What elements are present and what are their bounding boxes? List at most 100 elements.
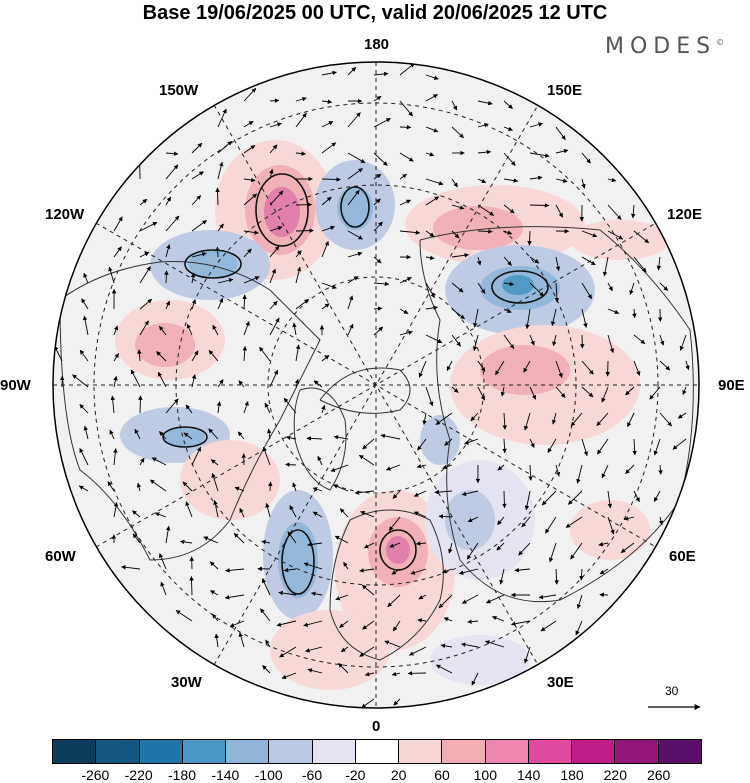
wind-vector-arrow <box>399 330 413 336</box>
wind-vector-arrow <box>596 412 609 427</box>
wind-vector-arrow <box>121 565 141 570</box>
label-lon-150w: 150W <box>159 82 199 99</box>
wind-vector-arrow <box>303 620 323 627</box>
wind-vector-arrow <box>448 542 453 554</box>
wind-vector-arrow <box>191 195 202 206</box>
wind-vector-arrow <box>361 698 375 708</box>
wind-vector-arrow <box>499 568 505 585</box>
wind-vector-arrow <box>552 334 557 347</box>
wind-vector-arrow <box>538 594 557 600</box>
wind-vector-arrow <box>210 459 219 466</box>
wind-vector-arrow <box>347 251 363 258</box>
wind-vector-arrow <box>211 472 219 492</box>
wind-vector-arrow <box>491 615 505 622</box>
wind-vector-arrow <box>659 334 665 346</box>
wind-vector-arrow <box>555 464 561 477</box>
wind-vector-arrow <box>238 380 245 388</box>
wind-vector-arrow <box>165 244 171 258</box>
label-lon-30w: 30W <box>171 674 202 691</box>
wind-vector-arrow <box>203 536 219 544</box>
wind-vector-arrow <box>601 464 609 479</box>
wind-vector-arrow <box>425 196 440 206</box>
wind-vector-arrow <box>333 435 349 440</box>
wind-vector-arrow <box>579 568 584 581</box>
wind-vector-arrow <box>334 535 349 544</box>
wind-vector-arrow <box>303 562 323 570</box>
wind-vector-arrow <box>555 360 563 378</box>
colorbar-label: -220 <box>124 767 153 783</box>
wind-vector-arrow <box>399 230 421 235</box>
wind-vector-arrow <box>347 112 361 128</box>
wind-vector-arrow <box>399 277 412 284</box>
wind-vector-arrow <box>340 646 349 653</box>
wind-vector-arrow <box>632 308 637 319</box>
wind-vector-arrow <box>607 490 613 509</box>
wind-vector-arrow <box>581 438 589 457</box>
wind-vector-arrow <box>292 482 297 492</box>
wind-vector-arrow <box>503 204 515 214</box>
wind-vector-arrow <box>607 308 620 314</box>
wind-vector-arrow <box>625 386 635 396</box>
wind-vector-arrow <box>545 516 557 534</box>
wind-vector-arrow <box>307 668 323 674</box>
wind-vector-arrow <box>659 360 671 371</box>
wind-vector-arrow <box>139 198 148 206</box>
wind-vector-arrow <box>339 620 349 628</box>
wind-vector-arrow <box>269 268 276 284</box>
colorbar-swatch <box>139 740 183 763</box>
wind-vector-arrow <box>496 542 505 551</box>
coast-asia <box>419 226 694 603</box>
colorbar-label: 100 <box>473 767 498 783</box>
wind-vector-arrow <box>529 175 543 181</box>
wind-vector-arrow <box>259 346 271 362</box>
wind-vector-arrow <box>570 412 583 427</box>
wind-vector-arrow <box>295 151 306 156</box>
coast-greenland <box>293 387 347 491</box>
wind-vector-arrow <box>165 164 179 180</box>
wind-vector-arrow <box>107 481 115 492</box>
wind-vector-arrow <box>287 531 297 544</box>
wind-vector-arrow <box>477 386 486 401</box>
wind-vector-arrow <box>581 282 592 300</box>
wind-vector-arrow <box>502 438 507 454</box>
wind-vector-arrow <box>551 412 557 425</box>
wind-vector-arrow <box>363 542 375 549</box>
wind-vector-arrow <box>189 576 194 596</box>
wind-vector-arrow <box>209 561 219 570</box>
wind-vector-arrow <box>392 490 401 499</box>
wind-vector-arrow <box>358 454 375 466</box>
wind-vector-arrow <box>364 671 375 677</box>
wind-vector-arrow <box>343 561 349 570</box>
wind-vector-arrow <box>672 438 687 450</box>
wind-vector-arrow <box>321 196 332 206</box>
wind-vector-arrow <box>295 298 309 310</box>
wind-vector-arrow <box>658 464 663 475</box>
wind-vector-arrow <box>598 542 609 547</box>
colorbar-label: 20 <box>390 767 407 783</box>
wind-vector-arrow <box>380 433 401 440</box>
wind-vector-arrow <box>113 246 122 258</box>
wind-vector-arrow <box>295 266 302 284</box>
wind-vector-arrow <box>555 178 568 183</box>
wind-vector-arrow <box>278 590 297 596</box>
wind-vector-arrow <box>191 350 199 362</box>
wind-vector-arrow <box>659 412 672 427</box>
label-lon-30e: 30E <box>547 674 574 691</box>
wind-vector-arrow <box>79 404 89 414</box>
wind-vector-arrow <box>458 568 479 575</box>
coast-north-america <box>59 261 321 561</box>
colorbar-label: 260 <box>646 767 671 783</box>
wind-vector-arrow <box>373 198 381 206</box>
colorbar-swatch <box>399 740 443 763</box>
wind-vector-arrow <box>438 594 453 609</box>
wind-vector-arrow <box>373 326 384 336</box>
wind-vector-arrow <box>373 281 390 287</box>
wind-vector-arrow <box>477 123 489 128</box>
wind-vector-arrow <box>399 199 412 206</box>
wind-vector-arrow <box>347 152 366 164</box>
wind-vector-arrow <box>597 438 609 455</box>
wind-vector-arrow <box>565 516 583 528</box>
wind-vector-arrow <box>233 532 245 544</box>
colorbar-label: 60 <box>434 767 450 783</box>
wind-vector-arrow <box>685 360 690 371</box>
